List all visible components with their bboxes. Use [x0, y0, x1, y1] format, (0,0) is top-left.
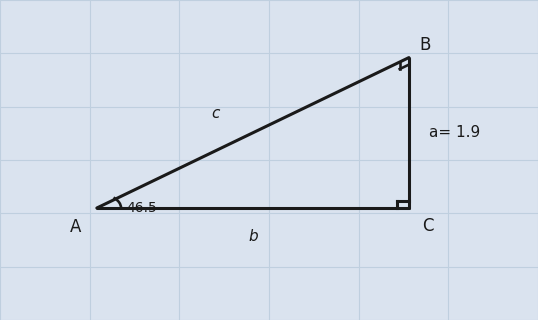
Text: B: B — [419, 36, 431, 54]
Text: a= 1.9: a= 1.9 — [429, 125, 480, 140]
Text: A: A — [69, 218, 81, 236]
Text: C: C — [422, 217, 434, 235]
Text: b: b — [248, 229, 258, 244]
Text: c: c — [211, 106, 220, 121]
Text: 46.5: 46.5 — [126, 201, 157, 215]
